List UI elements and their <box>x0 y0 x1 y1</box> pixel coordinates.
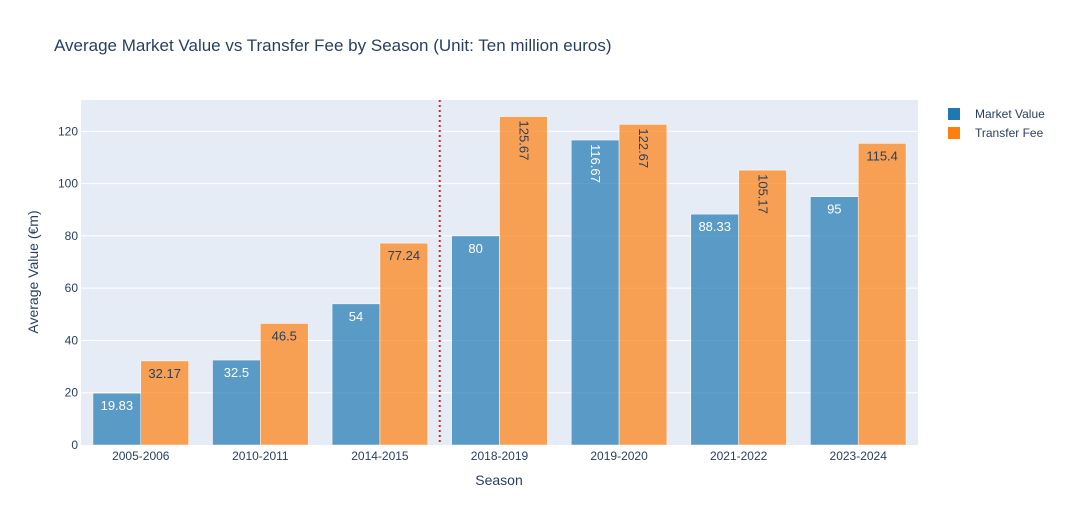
transfer-fee-bar <box>738 169 787 446</box>
transfer-fee-label: 77.24 <box>388 248 421 263</box>
axes: 0 20 40 60 80 100 120 2005-2006 2010-2011 2014-20… <box>58 100 887 463</box>
market-value-label: 54 <box>349 309 363 324</box>
market-value-bar <box>331 303 381 446</box>
transfer-fee-bar <box>140 360 189 446</box>
market-value-label: 19.83 <box>101 398 134 413</box>
transfer-fee-bar <box>499 116 548 446</box>
transfer-fee-label: 32.17 <box>148 366 181 381</box>
market-value-label: 95 <box>827 202 841 217</box>
market-value-bar <box>690 213 739 446</box>
market-value-bar <box>810 196 859 446</box>
market-value-label: 32.5 <box>224 365 249 380</box>
x-tick-label: 2019-2020 <box>590 449 648 463</box>
y-tick-label: 80 <box>65 229 79 243</box>
transfer-fee-label: 115.4 <box>866 148 898 163</box>
market-value-label: 116.67 <box>588 144 603 183</box>
transfer-fee-bar <box>618 124 668 446</box>
legend-label[interactable]: Market Value <box>975 107 1045 121</box>
x-tick-label: 2005-2006 <box>112 449 170 463</box>
x-axis-title: Season <box>475 472 522 488</box>
x-tick-label: 2021-2022 <box>710 449 768 463</box>
chart-title: Average Market Value vs Transfer Fee by … <box>54 36 611 55</box>
legend[interactable]: Market Value Transfer Fee <box>948 107 1045 140</box>
y-tick-label: 100 <box>58 177 78 191</box>
legend-label[interactable]: Transfer Fee <box>975 126 1044 140</box>
legend-swatch[interactable] <box>948 108 960 120</box>
x-tick-label: 2010-2011 <box>232 449 289 463</box>
x-tick-label: 2018-2019 <box>471 449 529 463</box>
market-value-label: 88.33 <box>698 219 731 234</box>
y-tick-label: 20 <box>65 386 79 400</box>
transfer-fee-bar <box>260 323 309 446</box>
y-tick-label: 60 <box>65 281 79 295</box>
bars <box>92 116 907 446</box>
transfer-fee-label: 122.67 <box>636 128 651 168</box>
market-value-label: 80 <box>468 241 482 256</box>
x-tick-label: 2014-2015 <box>351 449 409 463</box>
transfer-fee-label: 46.5 <box>272 328 297 343</box>
y-axis-title: Average Value (€m) <box>25 210 41 333</box>
y-tick-label: 40 <box>65 333 79 347</box>
transfer-fee-bar <box>857 143 907 446</box>
market-value-bar <box>212 359 261 446</box>
y-tick-label: 0 <box>71 438 78 452</box>
data-labels: 19.83 32.5 54 80 116.67 88.33 95 32.17 46.5 77.24… <box>101 121 898 414</box>
market-value-bar <box>570 139 620 446</box>
y-tick-label: 120 <box>58 124 78 138</box>
transfer-fee-bar <box>379 242 429 446</box>
legend-swatch[interactable] <box>948 127 960 139</box>
market-value-bar <box>451 235 500 446</box>
transfer-fee-label: 125.67 <box>516 121 531 161</box>
transfer-fee-label: 105.17 <box>756 174 771 214</box>
x-tick-label: 2023-2024 <box>830 449 888 463</box>
